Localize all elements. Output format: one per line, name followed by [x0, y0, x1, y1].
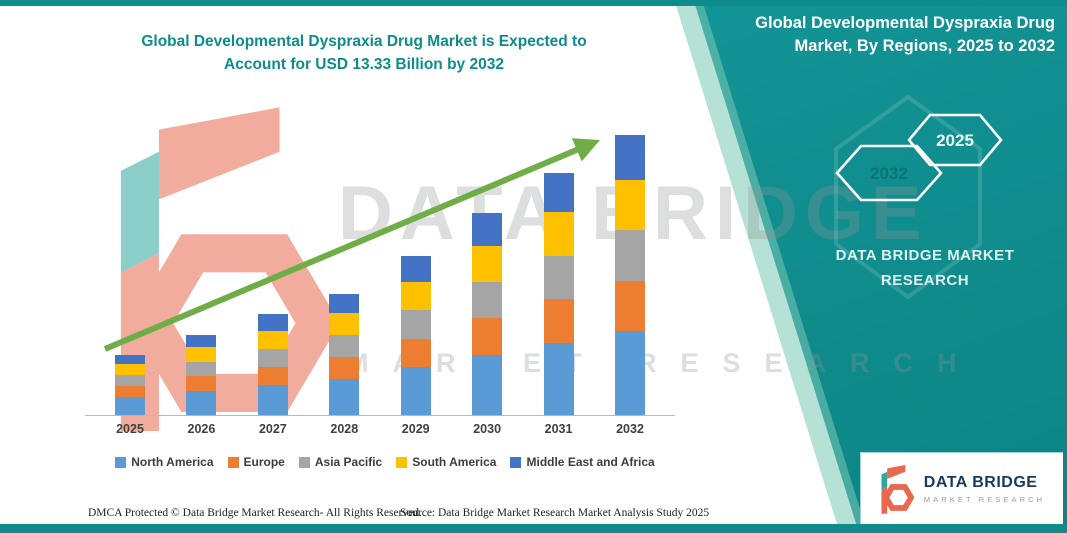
legend-item-middle-east-and-africa: Middle East and Africa — [510, 455, 655, 469]
hexagon-2025-label: 2025 — [936, 131, 974, 150]
footer-logo-box: DATA BRIDGE MARKET RESEARCH — [860, 452, 1063, 525]
bottom-border-strip — [0, 524, 1067, 533]
bar-segment-middle-east-and-africa — [615, 135, 645, 180]
bar-segment-middle-east-and-africa — [186, 334, 217, 348]
footer-logo-name: DATA BRIDGE — [923, 474, 1038, 491]
legend-swatch-middle-east-and-africa — [510, 456, 522, 468]
hexagon-2032-label: 2032 — [870, 164, 908, 183]
footer-logo-text: DATA BRIDGE MARKET RESEARCH — [924, 474, 1045, 504]
bar-segment-asia-pacific — [257, 348, 288, 367]
watermark-text-marketresearch: MARKET RESEARCH — [346, 348, 981, 378]
x-axis-label-2031: 2031 — [544, 422, 573, 436]
x-axis-label-2027: 2027 — [258, 422, 287, 436]
stacked-bar-2030 — [472, 135, 503, 415]
legend-label: Middle East and Africa — [526, 455, 655, 469]
footer-logo-subtitle: MARKET RESEARCH — [923, 495, 1046, 504]
bar-segment-europe — [257, 366, 288, 385]
legend-swatch-south-america — [396, 456, 408, 468]
bar-segment-south-america — [115, 364, 145, 376]
bar-plot — [85, 135, 675, 416]
bar-segment-south-america — [543, 212, 574, 256]
chart-legend: North America Europe Asia Pacific South Ame… — [45, 455, 725, 469]
stacked-bar-2031 — [543, 135, 574, 415]
x-axis-label-2032: 2032 — [616, 422, 644, 436]
footer-dmca-text: DMCA Protected © Data Bridge Market Rese… — [88, 507, 422, 519]
bar-segment-asia-pacific — [115, 375, 145, 387]
stacked-bar-2026 — [186, 135, 217, 415]
x-axis-label-2030: 2030 — [473, 422, 502, 436]
bar-segment-asia-pacific — [329, 334, 360, 357]
hexagon-badge-2025: 2025 — [907, 113, 1003, 167]
legend-swatch-europe — [227, 456, 239, 468]
bar-segment-europe — [472, 318, 503, 355]
bar-segment-north-america — [329, 378, 360, 415]
bar-segment-asia-pacific — [400, 310, 431, 339]
x-axis-label-2025: 2025 — [116, 422, 144, 436]
panel-brand-line1: DATA BRIDGE MARKET — [835, 247, 1015, 264]
stacked-bar-2025 — [115, 135, 145, 415]
bar-segment-europe — [329, 356, 360, 379]
bar-segment-south-america — [615, 179, 645, 231]
bar-segment-north-america — [472, 354, 503, 415]
footer-source-text: Source: Data Bridge Market Research Mark… — [400, 507, 710, 519]
bar-segment-north-america — [615, 330, 645, 415]
bar-segment-middle-east-and-africa — [472, 213, 503, 246]
legend-item-north-america: North America — [115, 455, 214, 469]
bar-segment-asia-pacific — [543, 255, 574, 300]
bar-segment-europe — [400, 338, 431, 368]
legend-label: North America — [131, 455, 214, 469]
legend-item-south-america: South America — [396, 455, 496, 469]
ghost-hexagon-outline — [834, 94, 982, 300]
stacked-bar-2027 — [257, 135, 288, 415]
legend-item-asia-pacific: Asia Pacific — [298, 455, 383, 469]
bar-segment-asia-pacific — [186, 361, 217, 377]
chart-title: Global Developmental Dyspraxia Drug Mark… — [141, 33, 587, 74]
bar-segment-europe — [186, 376, 217, 391]
hexagon-badge-2032: 2032 — [835, 144, 943, 202]
x-axis-label-2026: 2026 — [187, 422, 216, 436]
bar-segment-middle-east-and-africa — [115, 354, 145, 365]
x-axis-labels: 2025 2026 2027 2028 2029 2030 2031 2032 — [85, 422, 675, 442]
panel-title: Global Developmental Dyspraxia Drug Mark… — [755, 14, 1055, 56]
legend-swatch-asia-pacific — [298, 456, 310, 468]
bar-segment-middle-east-and-africa — [400, 256, 431, 282]
stacked-bar-2032 — [615, 135, 645, 415]
bar-segment-middle-east-and-africa — [257, 314, 288, 331]
x-axis-label-2029: 2029 — [401, 422, 430, 436]
bar-segment-north-america — [186, 390, 217, 415]
panel-brand-line2: RESEARCH — [880, 271, 970, 289]
bar-segment-north-america — [400, 367, 431, 415]
bar-segment-asia-pacific — [615, 230, 645, 281]
bar-segment-north-america — [257, 384, 288, 415]
legend-swatch-north-america — [115, 456, 127, 468]
trend-arrow — [103, 138, 600, 352]
legend-item-europe: Europe — [227, 455, 285, 469]
databridge-logo-icon — [879, 465, 915, 514]
stacked-bar-2029 — [400, 135, 431, 415]
legend-label: South America — [412, 455, 497, 469]
bar-segment-south-america — [472, 245, 503, 282]
bar-segment-north-america — [115, 396, 145, 415]
bar-segment-europe — [615, 280, 645, 331]
legend-label: Europe — [243, 455, 285, 469]
bar-segment-south-america — [186, 347, 217, 362]
bar-segment-south-america — [329, 313, 360, 335]
bar-segment-middle-east-and-africa — [543, 173, 574, 213]
legend-label: Asia Pacific — [314, 455, 383, 469]
x-axis-label-2028: 2028 — [330, 422, 359, 436]
bar-segment-north-america — [543, 342, 574, 415]
bar-segment-asia-pacific — [472, 281, 503, 319]
bar-segment-south-america — [400, 281, 431, 311]
bar-segment-middle-east-and-africa — [329, 293, 360, 314]
bar-segment-south-america — [257, 330, 288, 349]
chart-area: 2025 2026 2027 2028 2029 2030 2031 2032 North A… — [70, 135, 710, 480]
stacked-bar-2028 — [329, 135, 360, 415]
bar-segment-europe — [543, 299, 574, 343]
bar-segment-europe — [115, 386, 145, 397]
top-border-strip — [0, 0, 1067, 6]
panel-brand-text: DATA BRIDGE MARKET RESEARCH — [790, 244, 1060, 294]
